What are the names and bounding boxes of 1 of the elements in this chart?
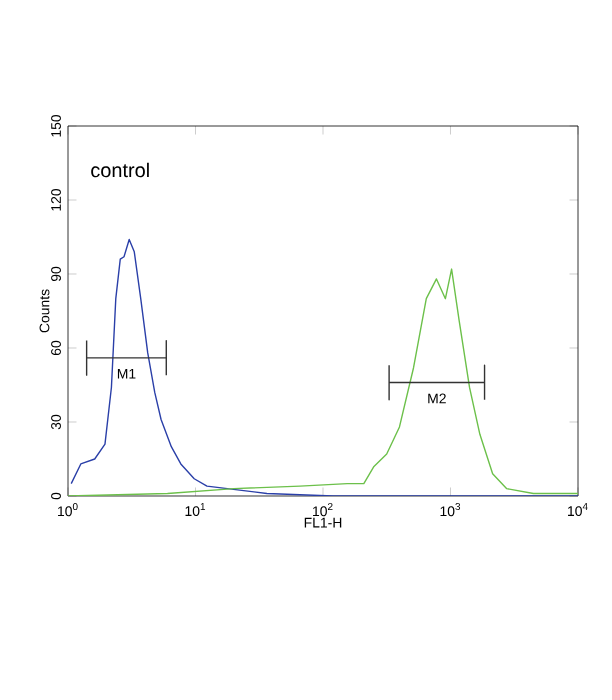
annotation: control: [91, 162, 149, 178]
